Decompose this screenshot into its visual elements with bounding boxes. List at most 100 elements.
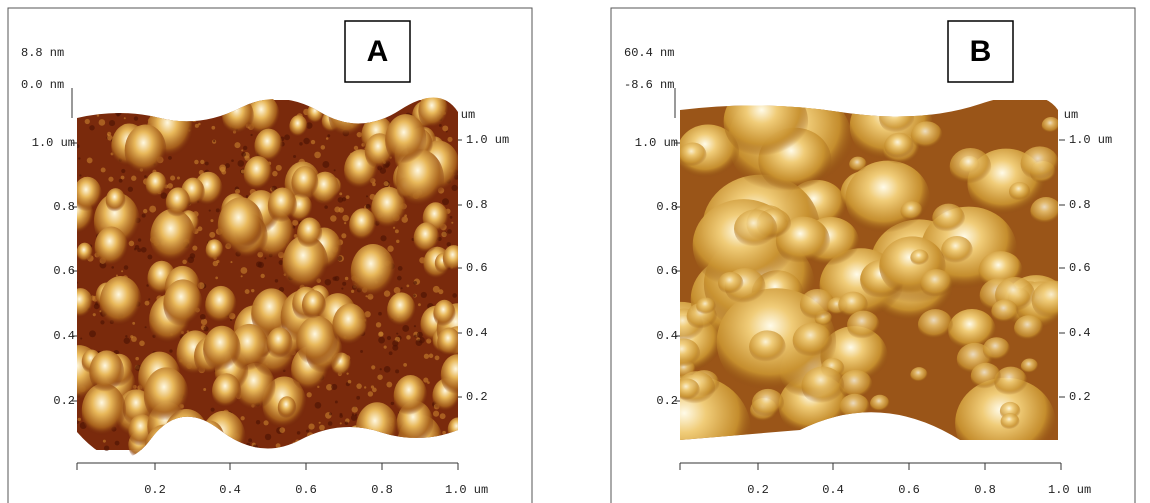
left-tick-label: 0.8 xyxy=(53,200,75,214)
grain xyxy=(329,413,332,416)
grain xyxy=(384,346,387,349)
mound xyxy=(724,83,808,159)
grain xyxy=(377,374,382,379)
grain xyxy=(356,396,360,400)
grain xyxy=(366,195,368,197)
grain xyxy=(93,313,96,316)
peak xyxy=(414,222,440,254)
nodule xyxy=(674,378,699,401)
z-max: 60.4 nm xyxy=(624,46,674,60)
grain xyxy=(299,142,302,145)
nodule xyxy=(749,330,786,363)
peak xyxy=(291,166,318,200)
grain xyxy=(160,104,162,106)
grain xyxy=(379,332,384,337)
peak xyxy=(385,114,426,166)
grain xyxy=(433,286,440,293)
grain xyxy=(147,255,152,260)
peak xyxy=(325,434,347,461)
grain xyxy=(222,102,228,108)
grain xyxy=(167,183,173,189)
grain xyxy=(85,119,90,124)
grain xyxy=(451,222,453,224)
grain xyxy=(337,436,343,442)
bottom-tick-label: 0.2 xyxy=(144,483,166,497)
grain xyxy=(358,109,361,112)
nodule xyxy=(849,157,867,173)
grain xyxy=(124,117,126,119)
grain xyxy=(361,436,368,443)
grain xyxy=(401,287,403,289)
grain xyxy=(256,420,260,424)
left-tick-label: 0.4 xyxy=(656,329,678,343)
grain xyxy=(371,385,374,388)
grain xyxy=(354,146,358,150)
grain xyxy=(241,152,246,157)
left-tick-label: 0.4 xyxy=(53,329,75,343)
nodule xyxy=(793,323,832,358)
right-tick-label: 0.2 xyxy=(466,390,488,404)
grain xyxy=(297,431,301,435)
nodule xyxy=(991,299,1018,324)
grain xyxy=(450,216,453,219)
grain xyxy=(200,160,204,164)
grain xyxy=(346,195,350,199)
grain xyxy=(235,103,239,107)
grain xyxy=(174,108,179,113)
grain xyxy=(447,137,452,142)
grain xyxy=(306,430,309,433)
grain xyxy=(215,276,218,279)
grain xyxy=(293,155,296,158)
nodule xyxy=(752,389,784,418)
peak xyxy=(347,425,366,449)
grain xyxy=(366,204,371,209)
peak xyxy=(267,327,293,359)
peak xyxy=(268,188,297,224)
grain xyxy=(87,158,93,164)
grain xyxy=(148,298,150,300)
grain xyxy=(149,206,156,213)
grain xyxy=(272,171,277,176)
grain xyxy=(89,330,96,337)
grain xyxy=(313,103,319,109)
grain xyxy=(359,117,361,119)
bottom-tick-label: 0.2 xyxy=(747,483,769,497)
grain xyxy=(361,107,364,110)
grain xyxy=(76,435,82,441)
nodule xyxy=(884,133,913,159)
grain xyxy=(311,140,315,144)
grain xyxy=(196,112,198,114)
grain xyxy=(124,265,129,270)
peak xyxy=(437,327,461,357)
grain xyxy=(194,160,199,165)
grain xyxy=(80,337,82,339)
grain xyxy=(414,325,416,327)
right-tick-label: 0.8 xyxy=(1069,198,1091,212)
grain xyxy=(389,436,393,440)
nodule xyxy=(879,102,914,134)
grain xyxy=(416,339,423,346)
grain xyxy=(334,113,340,119)
grain xyxy=(134,116,138,120)
grain xyxy=(261,274,265,278)
nodule xyxy=(932,204,965,233)
grain xyxy=(447,229,452,234)
grain xyxy=(213,261,218,266)
grain xyxy=(252,444,258,450)
grain xyxy=(76,144,80,148)
grain xyxy=(246,443,250,447)
right-tick-label: 1.0 um xyxy=(466,133,509,147)
grain xyxy=(327,113,329,115)
grain xyxy=(104,445,109,450)
nodule xyxy=(1009,182,1030,201)
grain xyxy=(421,443,425,447)
grain xyxy=(79,174,81,176)
peak xyxy=(73,177,102,213)
grain xyxy=(319,422,321,424)
grain xyxy=(107,132,111,136)
grain xyxy=(187,256,194,263)
grain xyxy=(170,176,175,181)
grain xyxy=(200,430,204,434)
grain xyxy=(250,134,252,136)
bottom-tick-label: 0.6 xyxy=(295,483,317,497)
